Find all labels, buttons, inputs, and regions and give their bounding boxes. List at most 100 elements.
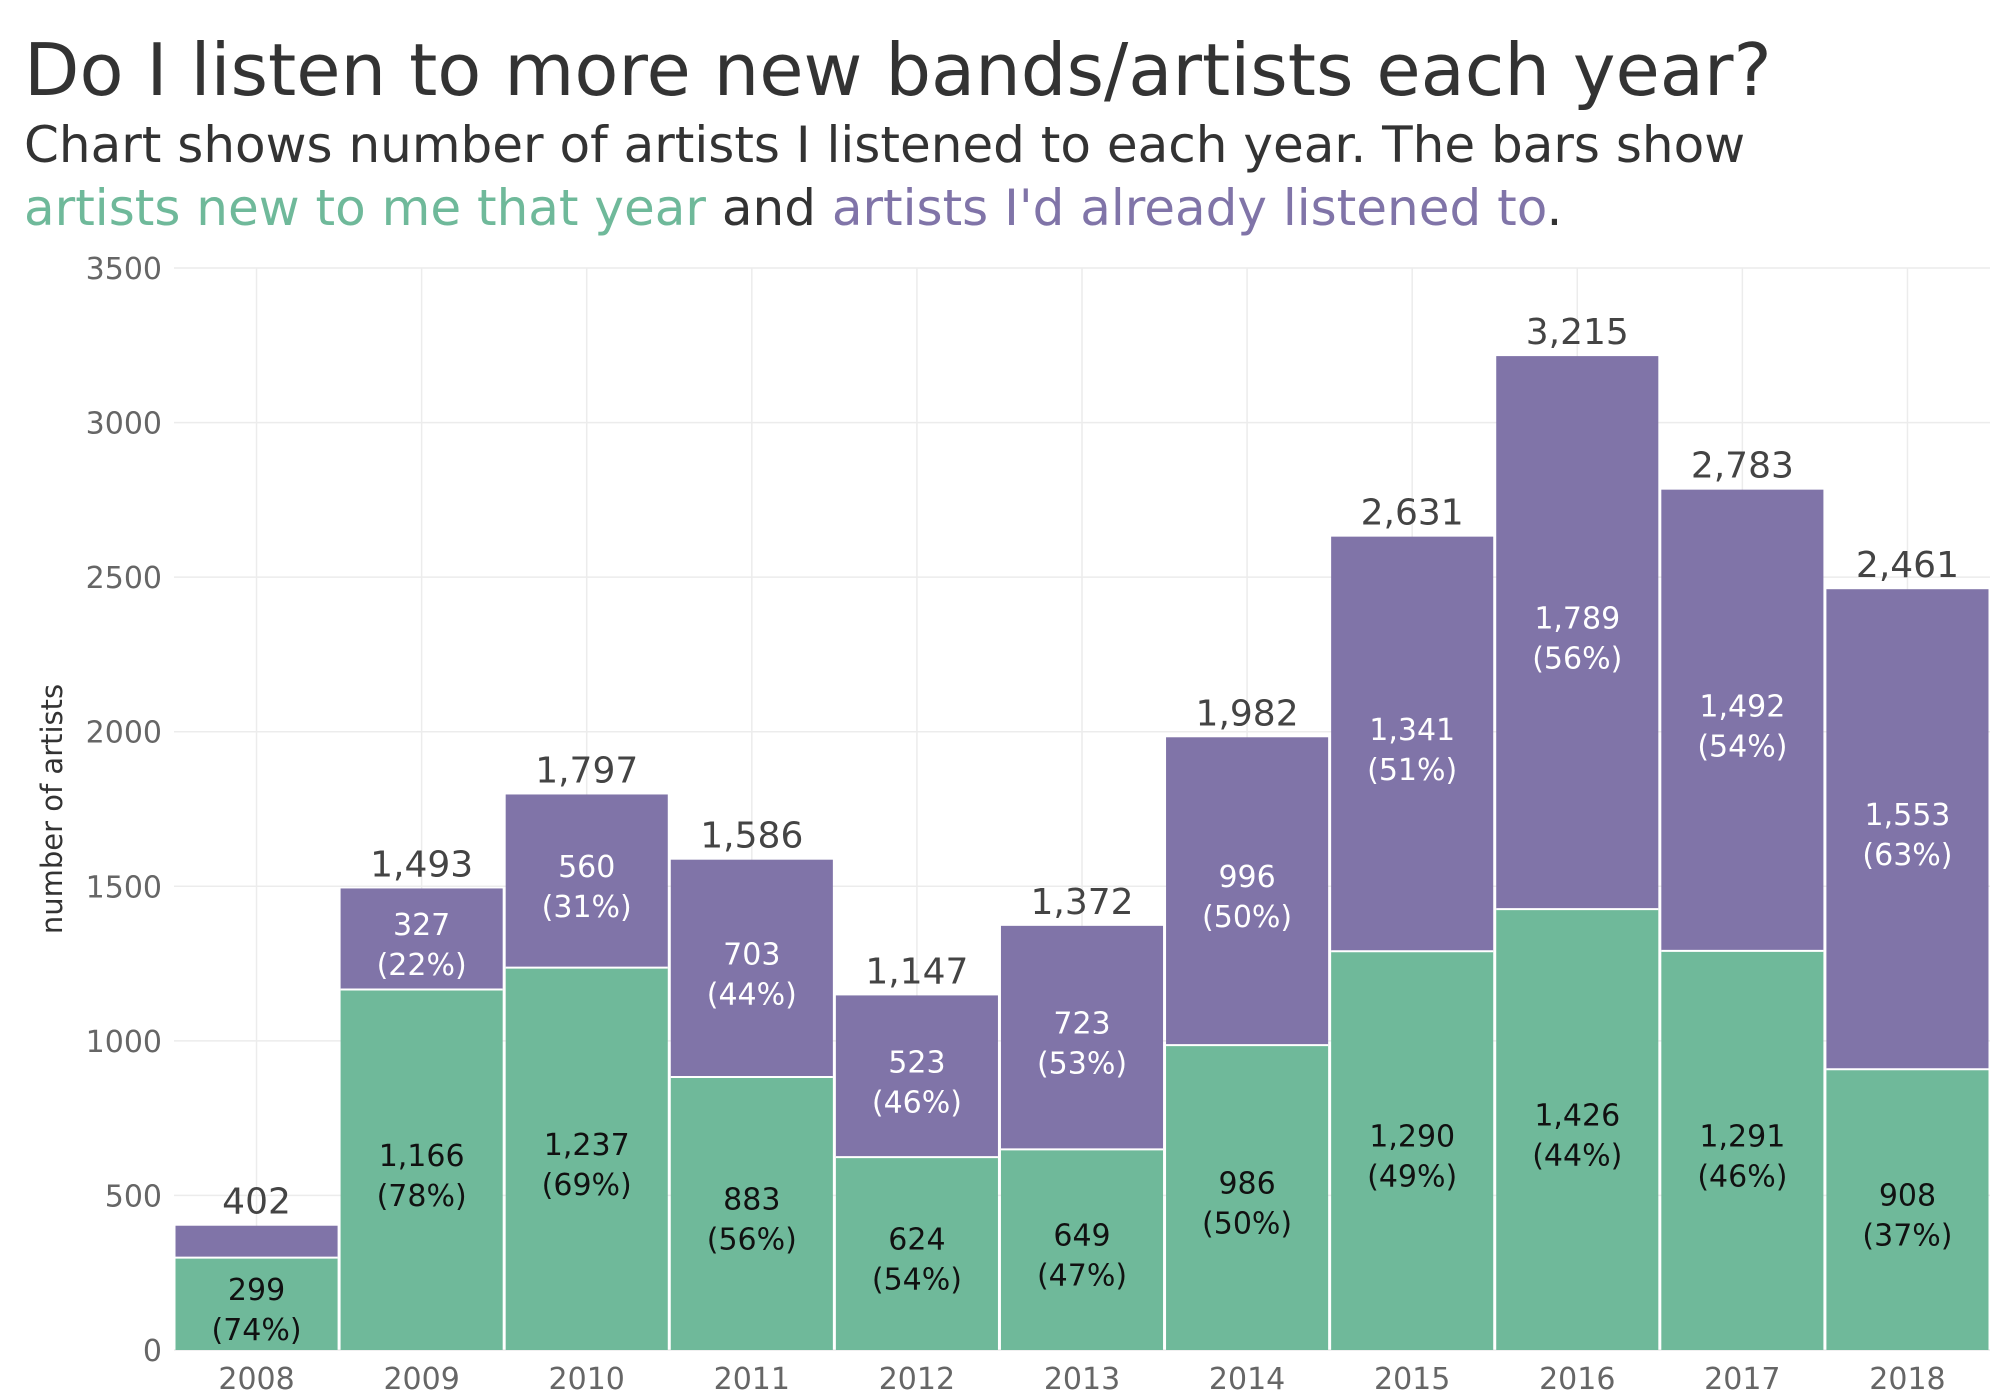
label-total-2010: 1,797: [535, 750, 638, 791]
label-old-pct-2012: (46%): [872, 1085, 962, 1120]
x-tick-label-2011: 2011: [714, 1362, 790, 1397]
chart-subtitle-line2: artists new to me that year and artists …: [24, 179, 1562, 237]
y-tick-label-1000: 1000: [86, 1025, 162, 1060]
bar-new-2017: [1661, 950, 1824, 1350]
subtitle-and: and: [706, 179, 832, 237]
x-tick-label-2014: 2014: [1209, 1362, 1285, 1397]
y-tick-label-1500: 1500: [86, 870, 162, 905]
bar-old-2010: [505, 794, 668, 968]
label-old-pct-2018: (63%): [1862, 838, 1952, 873]
label-total-2016: 3,215: [1526, 312, 1629, 353]
label-new-pct-2014: (50%): [1202, 1207, 1292, 1242]
bar-new-2015: [1331, 951, 1494, 1350]
x-tick-label-2017: 2017: [1704, 1362, 1780, 1397]
label-new-value-2012: 624: [888, 1223, 945, 1258]
label-total-2011: 1,586: [700, 816, 803, 857]
label-total-2014: 1,982: [1196, 693, 1299, 734]
bars: 299 (74%) 402 1,166 (78%) 327 (22%) 1,493 1,237 (…: [175, 312, 1989, 1350]
label-old-pct-2011: (44%): [707, 977, 797, 1012]
bar-old-2017: [1661, 489, 1824, 951]
y-axis-label: number of artists: [35, 684, 69, 934]
label-old-value-2017: 1,492: [1699, 689, 1785, 724]
x-axis-ticks: 2008 2009 2010 2011 2012 2013 2014 2015 2016 2017…: [218, 1362, 1945, 1397]
label-new-pct-2017: (46%): [1697, 1159, 1787, 1194]
bar-new-2014: [1166, 1045, 1329, 1350]
chart-subtitle-line1: Chart shows number of artists I listened…: [24, 116, 1745, 174]
label-old-pct-2009: (22%): [377, 948, 467, 983]
label-new-pct-2008: (74%): [211, 1313, 301, 1348]
label-old-pct-2010: (31%): [542, 890, 632, 925]
label-new-pct-2010: (69%): [542, 1168, 632, 1203]
bar-new-2016: [1496, 909, 1659, 1350]
y-tick-label-500: 500: [105, 1179, 162, 1214]
label-new-value-2009: 1,166: [379, 1139, 465, 1174]
y-tick-label-3500: 3500: [86, 252, 162, 287]
label-new-pct-2013: (47%): [1037, 1259, 1127, 1294]
label-new-value-2011: 883: [723, 1183, 780, 1218]
label-new-value-2013: 649: [1053, 1219, 1110, 1254]
label-old-value-2010: 560: [558, 850, 615, 885]
bar-old-2008: [175, 1225, 338, 1258]
label-new-value-2016: 1,426: [1534, 1099, 1620, 1134]
label-new-pct-2015: (49%): [1367, 1160, 1457, 1195]
label-old-value-2012: 523: [888, 1045, 945, 1080]
subtitle-period: .: [1546, 179, 1562, 237]
label-total-2012: 1,147: [865, 951, 968, 992]
label-new-pct-2016: (44%): [1532, 1139, 1622, 1174]
label-new-value-2014: 986: [1218, 1167, 1275, 1202]
y-tick-label-3000: 3000: [86, 407, 162, 442]
label-total-2017: 2,783: [1691, 446, 1794, 487]
legend-new-artists: artists new to me that year: [24, 179, 706, 237]
label-old-value-2011: 703: [723, 937, 780, 972]
y-tick-label-0: 0: [143, 1334, 162, 1369]
bar-new-2013: [1000, 1149, 1164, 1350]
label-new-pct-2018: (37%): [1862, 1219, 1952, 1254]
bar-old-2012: [835, 995, 998, 1158]
x-tick-label-2018: 2018: [1869, 1362, 1945, 1397]
label-total-2018: 2,461: [1856, 545, 1959, 586]
x-tick-label-2010: 2010: [549, 1362, 625, 1397]
y-axis-ticks: 0 500 1000 1500 2000 2500 3000 3500: [86, 252, 162, 1369]
bar-old-2018: [1826, 589, 1989, 1070]
label-total-2013: 1,372: [1030, 882, 1133, 923]
bar-old-2014: [1166, 737, 1329, 1046]
legend-old-artists: artists I'd already listened to: [832, 179, 1547, 237]
x-tick-label-2015: 2015: [1374, 1362, 1450, 1397]
bar-new-2010: [505, 967, 668, 1350]
bar-new-2012: [835, 1157, 998, 1350]
label-total-2008: 402: [222, 1182, 291, 1223]
chart-title: Do I listen to more new bands/artists ea…: [24, 28, 1772, 112]
label-old-value-2015: 1,341: [1369, 713, 1455, 748]
x-tick-label-2008: 2008: [218, 1362, 294, 1397]
bar-new-2011: [670, 1077, 833, 1350]
x-tick-label-2012: 2012: [879, 1362, 955, 1397]
label-new-pct-2011: (56%): [707, 1223, 797, 1258]
y-tick-label-2500: 2500: [86, 561, 162, 596]
label-old-pct-2014: (50%): [1202, 900, 1292, 935]
x-tick-label-2016: 2016: [1539, 1362, 1615, 1397]
label-old-value-2018: 1,553: [1865, 798, 1951, 833]
label-new-value-2017: 1,291: [1699, 1119, 1785, 1154]
bar-old-2009: [340, 888, 503, 990]
label-old-value-2013: 723: [1053, 1007, 1110, 1042]
label-old-pct-2016: (56%): [1532, 642, 1622, 677]
bar-old-2015: [1331, 536, 1494, 952]
label-old-value-2014: 996: [1218, 860, 1275, 895]
label-new-value-2008: 299: [228, 1273, 285, 1308]
bar-new-2008: [175, 1257, 338, 1350]
bar-old-2011: [670, 859, 833, 1078]
label-old-value-2016: 1,789: [1534, 602, 1620, 637]
bar-old-2016: [1496, 356, 1659, 910]
x-tick-label-2013: 2013: [1044, 1362, 1120, 1397]
label-old-pct-2017: (54%): [1697, 729, 1787, 764]
x-tick-label-2009: 2009: [383, 1362, 459, 1397]
label-total-2009: 1,493: [370, 844, 473, 885]
label-new-value-2015: 1,290: [1369, 1120, 1455, 1155]
label-old-pct-2013: (53%): [1037, 1047, 1127, 1082]
bar-new-2009: [340, 989, 503, 1350]
bar-old-2013: [1000, 925, 1164, 1150]
label-new-pct-2009: (78%): [377, 1179, 467, 1214]
label-total-2015: 2,631: [1361, 493, 1464, 534]
bar-new-2018: [1826, 1069, 1989, 1350]
